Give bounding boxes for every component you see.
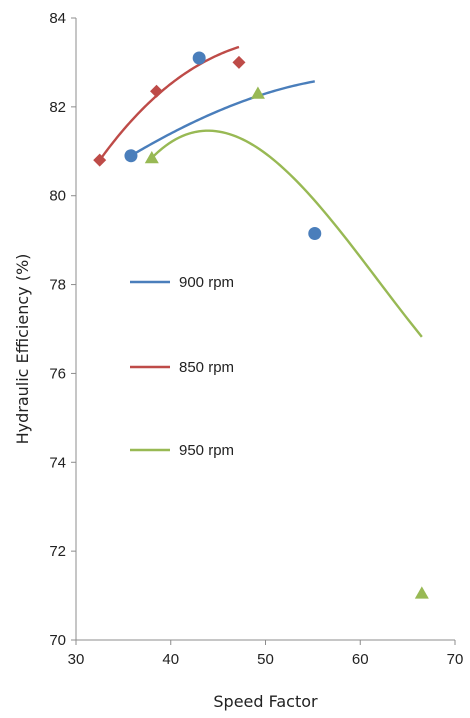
data-point-diamond: [232, 55, 246, 69]
fit-curves: [98, 45, 423, 338]
data-point-triangle: [250, 86, 265, 99]
data-point-triangle: [414, 586, 429, 599]
legend: 900 rpm 850 rpm 950 rpm: [130, 274, 234, 459]
x-tick-label: 70: [447, 651, 464, 668]
x-axis-title: Speed Factor: [213, 692, 318, 711]
legend-label: 950 rpm: [179, 442, 234, 459]
y-tick-label: 76: [49, 365, 66, 382]
legend-label: 850 rpm: [179, 359, 234, 376]
y-tick-label: 82: [49, 99, 66, 116]
axes: 70 72 74 76 78 80 82 84 30 40 50 60 70: [49, 10, 463, 668]
series-curve-1: [98, 45, 240, 161]
data-point-triangle: [144, 150, 159, 164]
x-tick-label: 60: [352, 651, 369, 668]
legend-label: 900 rpm: [179, 274, 234, 291]
x-tick-label: 50: [257, 651, 274, 668]
y-tick-label: 80: [49, 188, 66, 205]
y-tick-label: 72: [49, 543, 66, 560]
y-tick-label: 84: [49, 10, 66, 27]
series-curve-2: [150, 129, 423, 338]
data-point-circle: [308, 226, 322, 240]
series-curve-0: [130, 80, 315, 157]
data-point-circle: [124, 149, 138, 163]
y-tick-label: 74: [49, 454, 66, 471]
y-axis-title: Hydraulic Efficiency (%): [13, 254, 32, 445]
data-point-diamond: [93, 153, 107, 167]
y-tick-label: 70: [49, 632, 66, 649]
y-tick-label: 78: [49, 277, 66, 294]
x-tick-label: 40: [162, 651, 179, 668]
data-points: [93, 51, 429, 599]
data-point-diamond: [150, 84, 164, 98]
x-tick-label: 30: [68, 651, 85, 668]
data-point-circle: [192, 51, 206, 65]
